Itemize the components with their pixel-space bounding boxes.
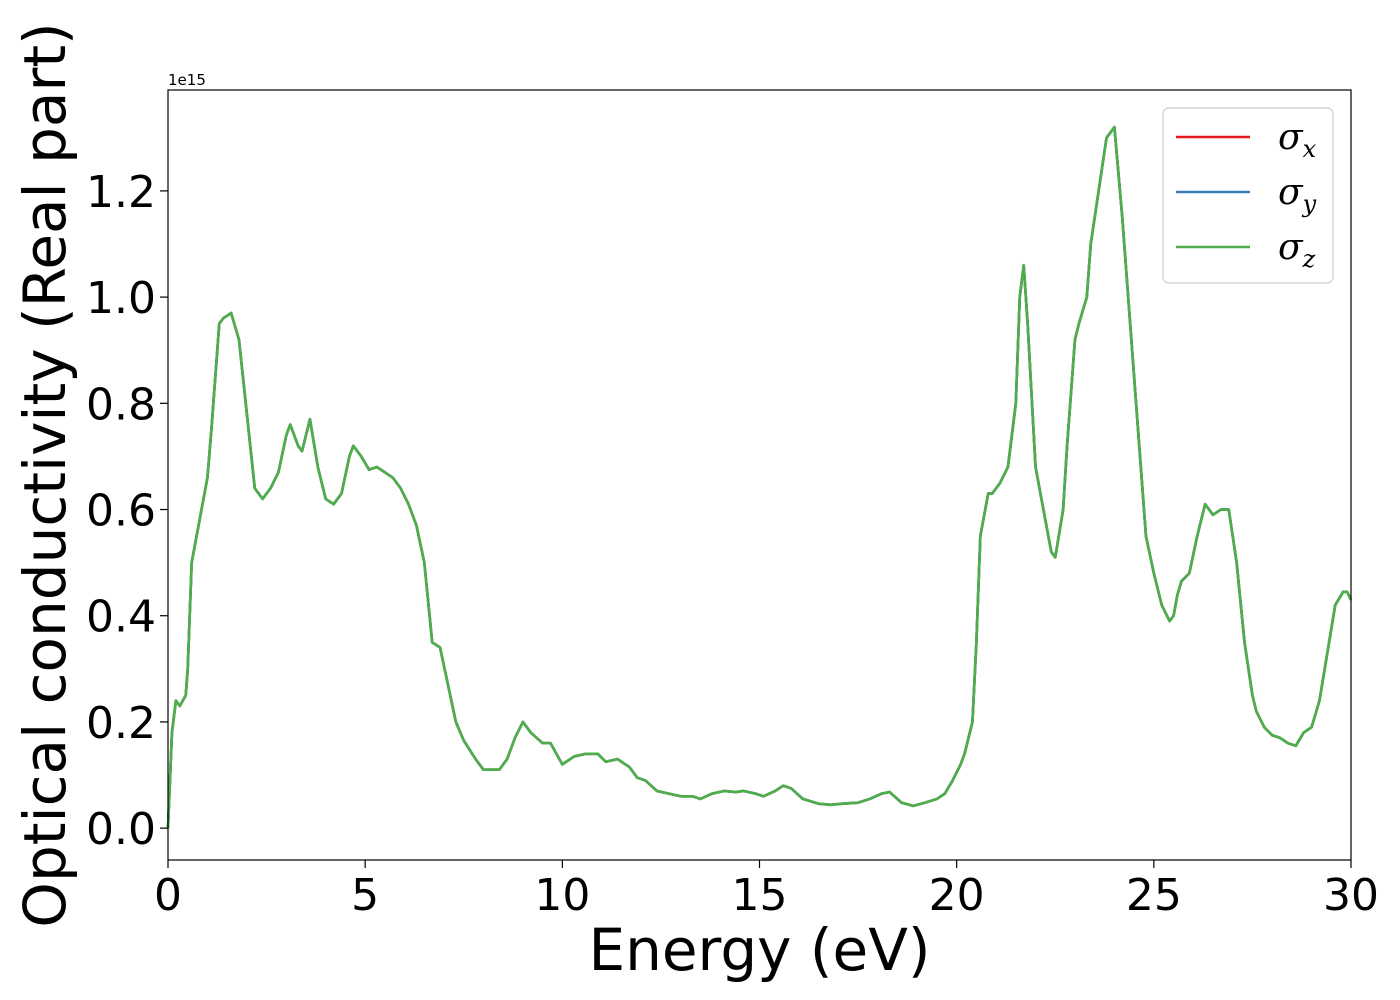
x-axis-label: Energy (eV) [588, 916, 930, 984]
y-tick-label: 0.8 [86, 379, 156, 430]
y-tick-label: 1.0 [86, 273, 156, 324]
x-tick-label: 5 [351, 870, 379, 921]
y-axis-ticks: 0.0 0.2 0.4 0.6 0.8 1.0 1.2 [86, 167, 168, 855]
y-axis-label: Optical conductivity (Real part) [11, 22, 79, 927]
legend-box [1162, 107, 1334, 284]
y-offset-label: 1e15 [168, 71, 206, 89]
legend-label-z: σz [1278, 227, 1316, 273]
legend-label-y: σy [1278, 172, 1317, 218]
x-tick-label: 0 [154, 870, 182, 921]
x-tick-label: 30 [1323, 870, 1379, 921]
y-tick-label: 1.2 [86, 167, 156, 218]
y-tick-label: 0.6 [86, 486, 156, 537]
series-layer [166, 125, 1353, 829]
x-tick-label: 10 [534, 870, 590, 921]
x-tick-label: 15 [732, 870, 788, 921]
legend: σx σy σz [1162, 107, 1334, 284]
y-tick-label: 0.0 [86, 804, 156, 855]
series-line-z [166, 125, 1353, 829]
x-tick-label: 20 [929, 870, 985, 921]
y-tick-label: 0.2 [86, 698, 156, 749]
x-tick-label: 25 [1126, 870, 1182, 921]
x-axis-ticks: 0 5 10 15 20 25 30 [154, 860, 1379, 921]
legend-label-x: σx [1278, 117, 1317, 163]
y-tick-label: 0.4 [86, 592, 156, 643]
